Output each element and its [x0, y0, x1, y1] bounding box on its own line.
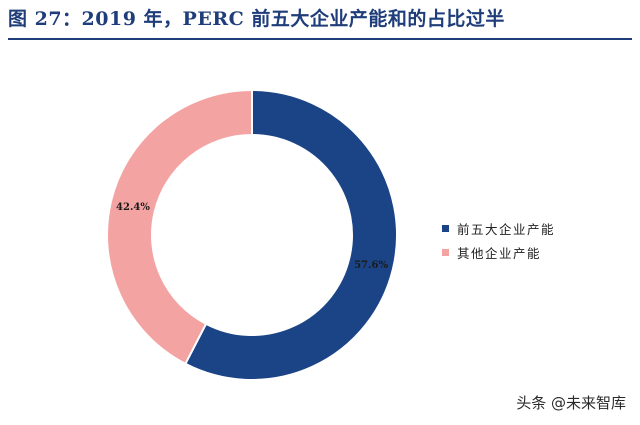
legend-item-top5: 前五大企业产能 — [442, 216, 555, 240]
watermark-text: 头条 @未来智库 — [516, 394, 626, 412]
legend-label-other: 其他企业产能 — [457, 245, 542, 261]
slice-other — [106, 88, 253, 366]
slice-top5 — [184, 88, 398, 381]
slice-labels: 57.6% 42.4% — [116, 202, 388, 271]
figure-title: 图 27：2019 年，PERC 前五大企业产能和的占比过半 — [8, 8, 505, 30]
legend-swatch-other — [442, 248, 449, 256]
legend-item-other: 其他企业产能 — [442, 240, 555, 264]
legend-swatch-top5 — [442, 224, 449, 232]
legend-label-top5: 前五大企业产能 — [457, 221, 556, 237]
donut-slices — [106, 88, 398, 381]
slice-label-top5: 57.6% — [354, 260, 388, 271]
chart-legend: 前五大企业产能 其他企业产能 — [442, 216, 555, 264]
slice-label-other: 42.4% — [116, 202, 150, 213]
title-divider — [8, 38, 632, 40]
